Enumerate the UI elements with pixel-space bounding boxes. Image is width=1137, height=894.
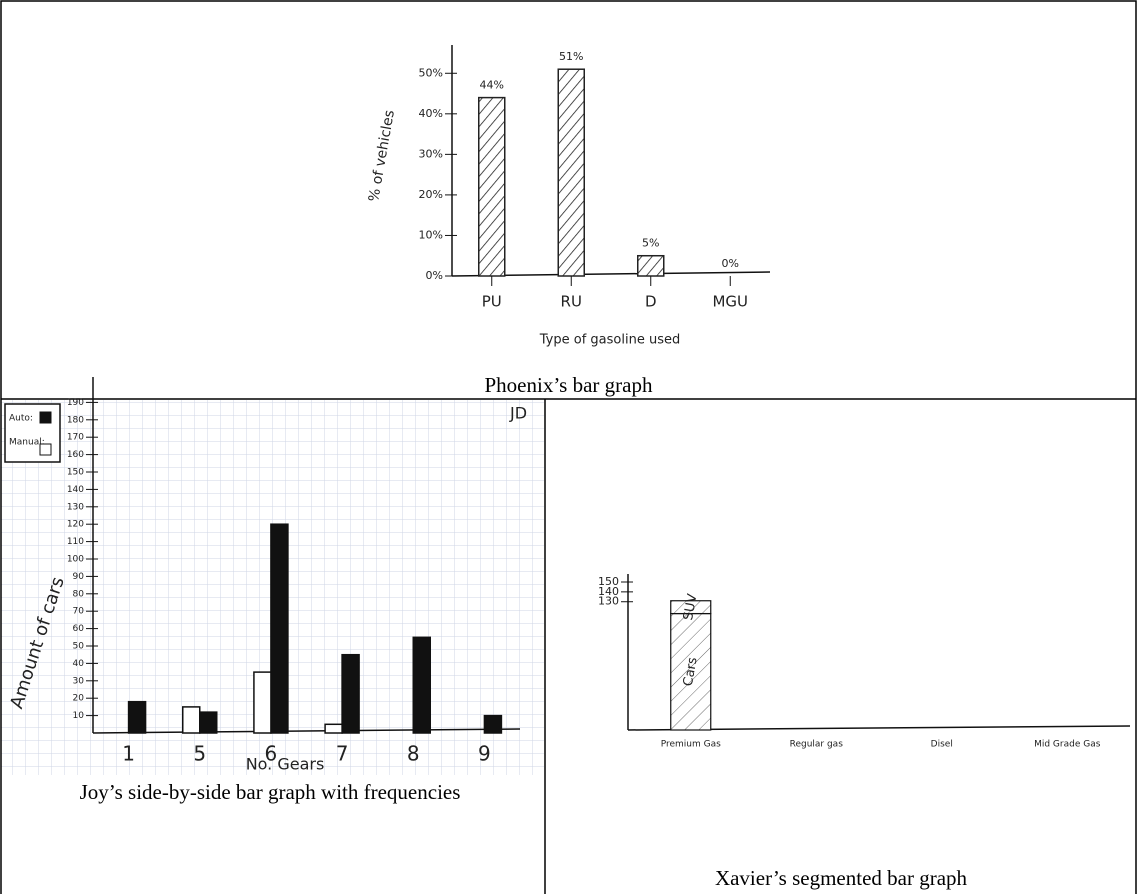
y-tick-label: 10 xyxy=(73,711,85,721)
x-tick-label: 8 xyxy=(407,742,420,766)
y-tick-label: 20% xyxy=(419,188,443,201)
bar xyxy=(342,655,359,733)
bar xyxy=(638,256,664,276)
legend-label: Manual: xyxy=(9,438,45,448)
x-tick-label: Regular gas xyxy=(790,740,844,750)
y-tick-label: 150 xyxy=(67,468,84,478)
x-tick-label: PU xyxy=(482,293,502,311)
bar xyxy=(413,637,430,733)
y-tick-label: 120 xyxy=(67,520,84,530)
y-tick-label: 60 xyxy=(73,624,85,634)
x-tick-label: Mid Grade Gas xyxy=(1034,740,1101,750)
y-axis-label: % of vehicles xyxy=(366,109,398,203)
x-tick-label: Premium Gas xyxy=(661,740,721,750)
bar xyxy=(479,98,505,276)
bar xyxy=(200,712,217,733)
annotation: JD xyxy=(509,404,527,423)
value-label: 0% xyxy=(722,257,739,270)
caption: Xavier’s segmented bar graph xyxy=(545,866,1137,891)
y-tick-label: 10% xyxy=(419,228,443,241)
y-tick-label: 90 xyxy=(73,572,85,582)
y-tick-label: 0% xyxy=(426,269,443,282)
figures: 0% 10% 20% 30% 40% 50% 44% PU 51% RU 5% D 0% MGU % of … xyxy=(0,0,1137,894)
bar xyxy=(271,524,288,733)
x-axis-label: Type of gasoline used xyxy=(539,333,680,348)
y-tick-label: 30% xyxy=(419,147,443,160)
y-tick-label: 70 xyxy=(73,607,85,617)
x-tick-label: D xyxy=(645,293,657,311)
bar xyxy=(254,672,271,733)
caption: Phoenix’s bar graph xyxy=(0,373,1137,398)
x-tick-label: MGU xyxy=(712,293,748,311)
bar xyxy=(558,69,584,276)
y-tick-label: 100 xyxy=(67,555,84,565)
y-tick-label: 30 xyxy=(73,676,85,686)
legend-swatch xyxy=(40,412,51,423)
y-tick-label: 180 xyxy=(67,415,84,425)
y-tick-label: 130 xyxy=(67,502,84,512)
y-tick-label: 140 xyxy=(67,485,84,495)
legend-label: Auto: xyxy=(9,414,33,424)
y-tick-label: 40% xyxy=(419,107,443,120)
y-tick-label: 50% xyxy=(419,66,443,79)
y-tick-label: 160 xyxy=(67,450,84,460)
y-tick-label: 190 xyxy=(67,398,84,408)
y-tick-label: 50 xyxy=(73,642,85,652)
x-tick-label: RU xyxy=(561,293,582,311)
y-tick-label: 80 xyxy=(73,589,85,599)
x-tick-label: 1 xyxy=(122,742,135,766)
value-label: 5% xyxy=(642,237,659,250)
legend-swatch xyxy=(40,444,51,455)
y-tick-label: 150 xyxy=(598,575,619,588)
x-tick-label: Disel xyxy=(931,740,953,750)
x-tick-label: 7 xyxy=(336,742,349,766)
bar xyxy=(325,724,342,733)
y-tick-label: 110 xyxy=(67,537,84,547)
value-label: 51% xyxy=(559,50,583,63)
x-tick-label: 5 xyxy=(193,742,206,766)
bar xyxy=(183,707,200,733)
document: 0% 10% 20% 30% 40% 50% 44% PU 51% RU 5% D 0% MGU % of … xyxy=(0,0,1137,894)
y-tick-label: 40 xyxy=(73,659,85,669)
y-tick-label: 20 xyxy=(73,694,85,704)
y-tick-label: 170 xyxy=(67,433,84,443)
caption: Joy’s side-by-side bar graph with freque… xyxy=(70,780,470,805)
x-axis-label: No. Gears xyxy=(246,755,325,774)
value-label: 44% xyxy=(480,79,504,92)
bar xyxy=(484,716,501,733)
bar xyxy=(129,702,146,733)
x-tick-label: 9 xyxy=(478,742,491,766)
